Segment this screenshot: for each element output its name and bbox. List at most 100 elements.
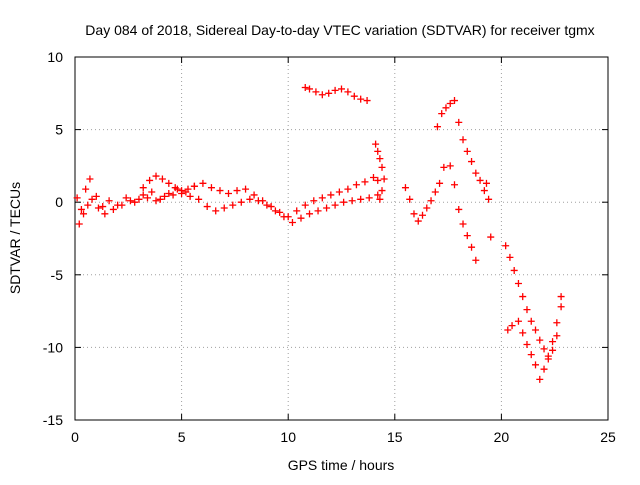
data-point — [363, 97, 371, 105]
data-point — [557, 303, 565, 311]
data-point — [152, 172, 160, 180]
data-point — [135, 195, 143, 203]
data-point — [514, 317, 522, 325]
data-point — [312, 88, 320, 96]
data-point — [378, 163, 386, 171]
data-point — [254, 197, 262, 205]
data-point — [92, 192, 100, 200]
data-point — [482, 179, 490, 187]
data-point — [374, 147, 382, 155]
data-point — [472, 256, 480, 264]
x-tick-label: 25 — [600, 429, 616, 445]
data-point — [310, 197, 318, 205]
data-point — [195, 195, 203, 203]
series-track-k — [504, 303, 565, 383]
data-point — [532, 326, 540, 334]
data-point — [158, 175, 166, 183]
data-point — [380, 175, 388, 183]
data-point — [109, 205, 117, 213]
series-track-c — [139, 172, 198, 195]
data-point — [276, 208, 284, 216]
data-point — [169, 191, 177, 199]
data-point — [280, 213, 288, 221]
data-point — [350, 92, 358, 100]
data-point — [344, 185, 352, 193]
data-point — [323, 204, 331, 212]
data-point — [146, 176, 154, 184]
x-tick-label: 5 — [178, 429, 186, 445]
data-point — [480, 187, 488, 195]
data-point — [536, 336, 544, 344]
data-point — [510, 266, 518, 274]
data-point — [293, 207, 301, 215]
data-point — [165, 189, 173, 197]
data-point — [374, 176, 382, 184]
data-point — [553, 319, 561, 327]
data-point — [476, 176, 484, 184]
data-point — [184, 185, 192, 193]
data-point — [440, 163, 448, 171]
axis-ticks: 0 5 10 15 20 25 -15 -10 -5 0 5 10 — [43, 49, 616, 445]
data-point — [250, 191, 258, 199]
data-point — [446, 162, 454, 170]
data-point — [122, 194, 130, 202]
data-point — [267, 203, 275, 211]
data-point — [242, 185, 250, 193]
data-point — [514, 280, 522, 288]
data-point — [105, 197, 113, 205]
data-point — [455, 205, 463, 213]
chart-title: Day 084 of 2018, Sidereal Day-to-day VTE… — [85, 22, 594, 38]
data-point — [156, 195, 164, 203]
data-point — [369, 174, 377, 182]
data-point — [225, 189, 233, 197]
data-point — [131, 198, 139, 206]
data-point — [540, 365, 548, 373]
data-point — [165, 179, 173, 187]
data-points — [73, 83, 565, 383]
y-tick-label: -5 — [51, 267, 64, 283]
data-point — [331, 201, 339, 209]
series-track-d — [301, 83, 371, 105]
data-point — [348, 197, 356, 205]
data-point — [73, 194, 81, 202]
series-track-f — [401, 163, 448, 225]
data-point — [423, 204, 431, 212]
data-point — [216, 187, 224, 195]
data-point — [229, 201, 237, 209]
data-point — [357, 195, 365, 203]
data-point — [468, 243, 476, 251]
y-tick-label: 0 — [55, 194, 63, 210]
data-point — [318, 91, 326, 99]
data-point — [485, 195, 493, 203]
data-point — [553, 332, 561, 340]
data-point — [101, 210, 109, 218]
data-point — [463, 147, 471, 155]
data-point — [536, 375, 544, 383]
data-point — [139, 184, 147, 192]
data-point — [406, 195, 414, 203]
data-point — [94, 204, 102, 212]
data-point — [75, 220, 83, 228]
data-point — [352, 181, 360, 189]
x-tick-label: 10 — [280, 429, 296, 445]
data-point — [427, 197, 435, 205]
data-point — [88, 195, 96, 203]
data-point — [306, 85, 314, 93]
data-point — [376, 155, 384, 163]
data-point — [335, 188, 343, 196]
data-point — [401, 184, 409, 192]
data-point — [288, 219, 296, 227]
data-point — [220, 204, 228, 212]
data-point — [450, 181, 458, 189]
data-point — [361, 178, 369, 186]
data-point — [508, 322, 516, 330]
data-point — [237, 198, 245, 206]
data-point — [436, 179, 444, 187]
data-point — [487, 233, 495, 241]
data-point — [433, 123, 441, 131]
y-tick-label: -10 — [43, 339, 63, 355]
data-point — [178, 187, 186, 195]
data-point — [468, 158, 476, 166]
data-point — [419, 211, 427, 219]
data-point — [77, 205, 85, 213]
